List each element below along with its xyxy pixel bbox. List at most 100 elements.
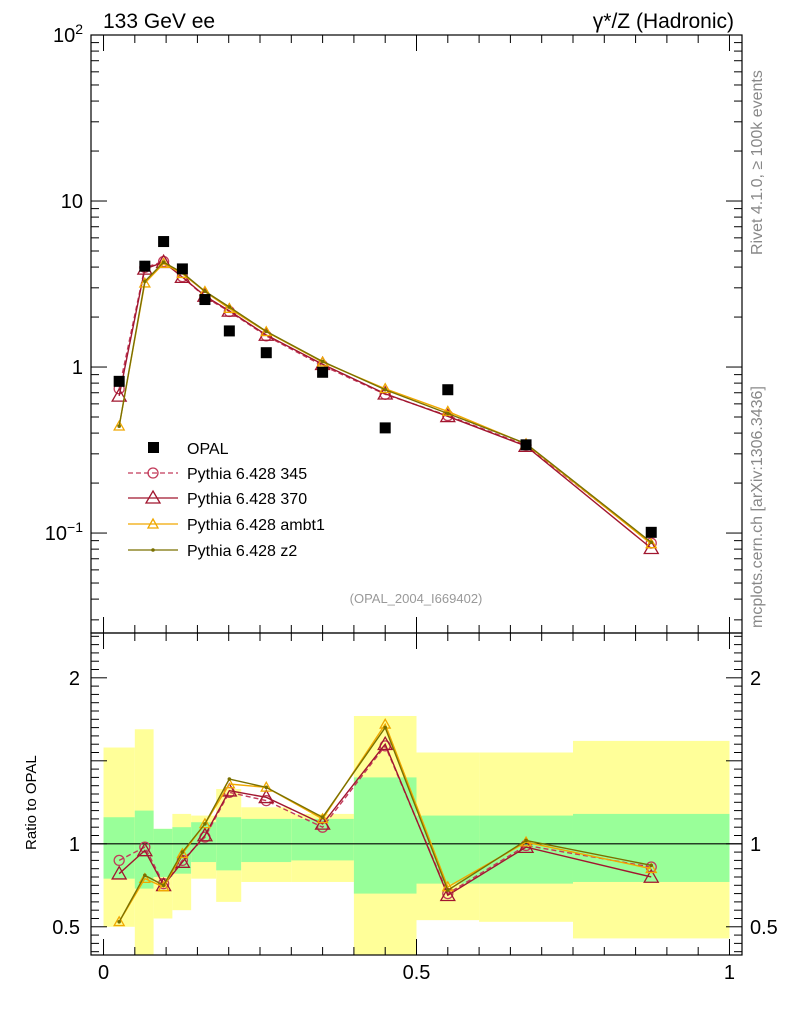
main-ytick-label-3: 102 — [53, 21, 83, 47]
ratio-line-2 — [118, 722, 652, 923]
data-point-3 — [176, 263, 188, 275]
main-marker-3-2 — [161, 260, 166, 265]
legend-marker-pythia-ambt1 — [146, 517, 160, 529]
legend-label-pythia-z2: Pythia 6.428 z2 — [187, 543, 297, 560]
ratio-ytick-label-left-0: 0.5 — [52, 917, 80, 939]
mcplots-reference-label: mcplots.cern.ch [arXiv:1306.3436] — [749, 386, 766, 628]
ratio-marker-1-4 — [196, 827, 214, 842]
ratio-marker-2-4 — [198, 817, 212, 829]
legend: OPAL Pythia 6.428 345 Pythia 6.428 370 P… — [128, 441, 325, 560]
ratio-marker-2-3 — [176, 847, 189, 859]
ratio-y-axis-label: Ratio to OPAL — [23, 755, 40, 850]
main-line-3 — [118, 261, 652, 543]
main-marker-3-8 — [383, 387, 388, 392]
chart-title-right: γ*/Z (Hadronic) — [593, 10, 734, 33]
data-point-7 — [317, 366, 329, 378]
main-marker-2-11 — [645, 537, 658, 549]
ratio-ytick-label-right-1: 1 — [750, 834, 761, 856]
data-point-0 — [113, 375, 125, 387]
ratio-marker-2-0 — [113, 915, 126, 927]
ratio-line-0 — [118, 744, 652, 895]
ratio-marker-3-4 — [203, 822, 207, 826]
main-marker-2-0 — [113, 419, 126, 431]
main-marker-2-7 — [316, 355, 329, 367]
band-inner-7 — [291, 818, 354, 861]
band-inner-6 — [241, 818, 292, 863]
xtick-label-0: 0 — [98, 962, 109, 984]
chart-title-left: 133 GeV ee — [103, 10, 215, 33]
main-marker-3-0 — [117, 424, 121, 429]
ratio-marker-1-9 — [439, 886, 456, 902]
legend-marker-pythia-370 — [144, 489, 162, 504]
ratio-marker-1-6 — [258, 789, 275, 804]
ratio-line-3 — [118, 726, 652, 923]
main-ytick-label-0: 10−1 — [45, 519, 83, 545]
data-point-10 — [520, 439, 532, 451]
main-marker-0-2 — [157, 255, 170, 268]
main-marker-3-1 — [143, 279, 147, 284]
ratio-marker-3-8 — [383, 725, 388, 730]
main-marker-3-4 — [203, 289, 207, 294]
ratio-marker-3-7 — [320, 815, 325, 820]
main-marker-2-1 — [138, 276, 151, 288]
band-inner-10 — [479, 815, 573, 884]
data-point-11 — [645, 526, 657, 538]
ratio-ytick-label-left-1: 1 — [69, 834, 80, 856]
ratio-marker-0-6 — [260, 794, 272, 807]
xtick-label-1: 0.5 — [403, 962, 431, 984]
main-marker-3-7 — [320, 359, 325, 364]
band-inner-9 — [416, 815, 480, 884]
ratio-plot-panel: 0 0.5 1 0.5 0.5 1 1 2 2 — [52, 632, 778, 984]
legend-marker-opal — [148, 442, 159, 453]
data-point-8 — [379, 422, 391, 434]
xtick-label-2: 1 — [724, 962, 735, 984]
legend-label-opal: OPAL — [187, 441, 229, 458]
ratio-marker-0-1 — [139, 841, 151, 853]
main-marker-3-6 — [264, 329, 269, 334]
band-inner-1 — [134, 810, 154, 889]
data-point-2 — [158, 236, 170, 248]
ratio-marker-3-9 — [445, 888, 450, 893]
legend-marker-pythia-z2 — [151, 548, 155, 552]
ratio-marker-3-5 — [227, 777, 232, 781]
ratio-marker-2-1 — [138, 872, 151, 884]
ratio-marker-3-6 — [264, 785, 269, 790]
band-inner-0 — [103, 817, 135, 879]
legend-marker-pythia-345 — [147, 467, 159, 479]
ratio-ytick-label-right-2: 2 — [750, 668, 761, 690]
data-point-9 — [442, 384, 454, 396]
main-ytick-label-1: 1 — [72, 357, 83, 379]
ratio-line-1 — [118, 742, 652, 897]
legend-label-pythia-345: Pythia 6.428 345 — [187, 466, 307, 483]
main-marker-1-0 — [111, 387, 128, 402]
band-inner-8 — [353, 777, 417, 894]
main-marker-3-5 — [227, 305, 232, 309]
legend-label-pythia-370: Pythia 6.428 370 — [187, 491, 307, 508]
data-point-4 — [199, 294, 211, 306]
data-point-6 — [260, 347, 272, 359]
main-ytick-label-2: 10 — [61, 191, 83, 213]
ratio-marker-2-2 — [157, 880, 170, 892]
ratio-marker-3-11 — [649, 863, 654, 868]
ratio-marker-1-0 — [111, 865, 128, 880]
ratio-marker-3-10 — [524, 838, 528, 843]
main-marker-3-9 — [445, 411, 450, 416]
data-point-1 — [139, 260, 151, 272]
ratio-marker-3-0 — [117, 920, 121, 924]
main-marker-2-6 — [260, 325, 273, 337]
ratio-marker-3-2 — [161, 883, 166, 888]
ratio-marker-2-11 — [645, 862, 658, 874]
ratio-marker-1-11 — [643, 868, 660, 883]
ratio-ytick-label-left-2: 2 — [69, 668, 80, 690]
main-marker-3-11 — [649, 540, 654, 545]
ratio-marker-2-7 — [316, 812, 329, 824]
rivet-version-label: Rivet 4.1.0, ≥ 100k events — [749, 70, 766, 255]
ratio-marker-1-1 — [136, 842, 153, 857]
data-point-5 — [223, 325, 235, 337]
band-inner-2 — [153, 828, 173, 877]
ratio-marker-3-1 — [143, 873, 147, 878]
ratio-marker-3-3 — [180, 850, 185, 854]
legend-label-pythia-ambt1: Pythia 6.428 ambt1 — [187, 517, 325, 534]
ratio-ytick-label-right-0: 0.5 — [750, 917, 778, 939]
